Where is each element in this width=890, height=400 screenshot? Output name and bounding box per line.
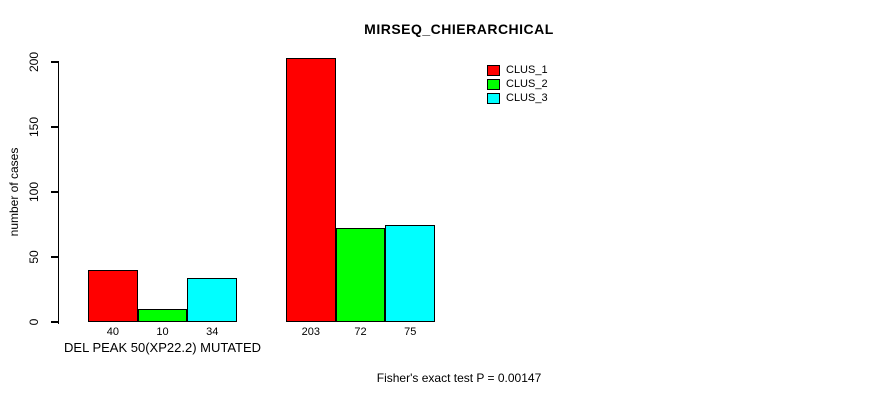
y-axis-tick-label: 100 xyxy=(27,181,41,203)
bar-value-label: 40 xyxy=(106,326,119,338)
y-axis-tick xyxy=(50,61,58,63)
y-axis-tick xyxy=(50,321,58,323)
y-axis-title: number of cases xyxy=(7,147,21,237)
bar xyxy=(187,277,238,322)
bar xyxy=(88,270,138,322)
bar xyxy=(286,58,336,322)
legend-item: CLUS_3 xyxy=(487,91,548,105)
pvalue-annotation: Fisher's exact test P = 0.00147 xyxy=(376,371,542,385)
legend-swatch xyxy=(487,79,500,91)
bar-value-label: 34 xyxy=(206,326,219,338)
y-axis-line xyxy=(57,61,59,324)
legend-swatch xyxy=(487,65,500,77)
legend-label: CLUS_2 xyxy=(506,78,548,91)
bar-value-label: 72 xyxy=(354,326,367,338)
y-axis-tick xyxy=(50,126,58,128)
legend-swatch xyxy=(487,92,500,104)
x-axis-group-label: DEL PEAK 50(XP22.2) MUTATED xyxy=(64,340,262,355)
bar xyxy=(385,224,436,322)
chart-title: MIRSEQ_CHIERARCHICAL xyxy=(364,21,554,37)
legend-label: CLUS_3 xyxy=(506,91,548,104)
bar xyxy=(335,228,386,322)
legend-label: CLUS_1 xyxy=(506,64,548,77)
legend-item: CLUS_1 xyxy=(487,64,548,78)
bar-value-label: 203 xyxy=(301,326,321,338)
legend: CLUS_1 CLUS_2 CLUS_3 xyxy=(487,64,548,105)
y-axis-tick-label: 200 xyxy=(27,51,41,73)
y-axis-tick xyxy=(50,191,58,193)
y-axis-tick-label: 0 xyxy=(27,318,41,326)
bar-value-label: 10 xyxy=(156,326,169,338)
bar xyxy=(137,309,188,322)
y-axis-tick xyxy=(50,256,58,258)
bar-value-label: 75 xyxy=(404,326,417,338)
legend-item: CLUS_2 xyxy=(487,78,548,92)
y-axis-tick-label: 50 xyxy=(27,250,41,264)
y-axis-tick-label: 150 xyxy=(27,116,41,138)
